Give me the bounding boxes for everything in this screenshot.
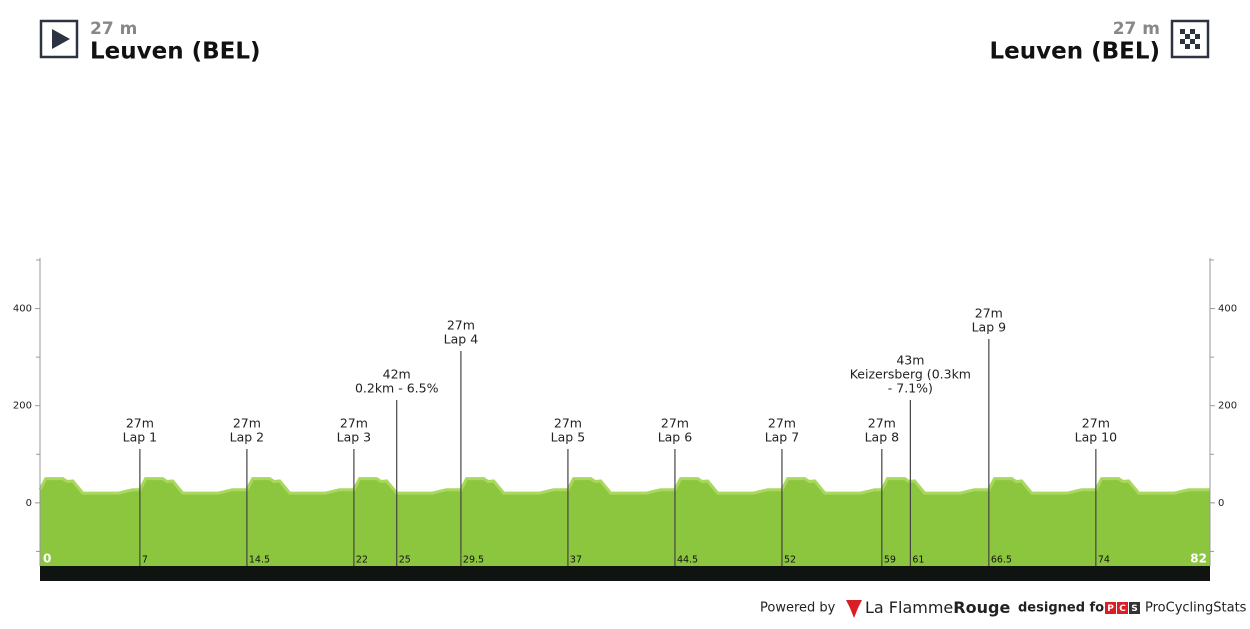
marker-label: 43m (896, 353, 924, 368)
pcs-box (1129, 602, 1140, 614)
flame-icon (846, 600, 862, 618)
km-label: 0 (43, 552, 51, 566)
marker-label: Lap 7 (765, 430, 800, 445)
start-icon (39, 19, 79, 59)
marker-label: 27m (233, 416, 261, 431)
marker-label: Lap 5 (551, 430, 586, 445)
checkered-flag (1180, 29, 1200, 49)
base-bar (40, 566, 1210, 581)
km-label: 25 (399, 555, 411, 566)
km-label: 7 (142, 555, 148, 566)
marker-label: 27m (447, 318, 475, 333)
km-label: 61 (912, 555, 924, 566)
km-label: 37 (570, 555, 582, 566)
y-tick-label: 0 (1218, 498, 1224, 509)
marker-label: 27m (1082, 416, 1110, 431)
marker-label: 0.2km - 6.5% (355, 381, 439, 396)
designed-for: designed for (1018, 601, 1111, 616)
brand: La FlammeRouge (865, 598, 1010, 617)
km-label: 66.5 (991, 555, 1012, 566)
finish-header: 27 m Leuven (BEL) (989, 19, 1210, 65)
y-tick-label: 0 (26, 498, 32, 509)
pcs-letter: P (1107, 604, 1114, 614)
profile-edge (38, 477, 1210, 495)
y-tick-label: 400 (1218, 304, 1237, 315)
marker-label: Lap 1 (123, 430, 158, 445)
marker-label: 27m (126, 416, 154, 431)
marker-label: Lap 9 (972, 320, 1007, 335)
marker-label: 42m (383, 367, 411, 382)
marker-label: Lap 4 (444, 332, 479, 347)
marker-label: 27m (340, 416, 368, 431)
powered-by: Powered by (760, 601, 836, 616)
marker-label: 27m (768, 416, 796, 431)
pcs-letter: C (1119, 604, 1126, 614)
km-label: 59 (884, 555, 896, 566)
site-name: ProCyclingStats (1145, 601, 1247, 616)
pcs-letter: S (1131, 604, 1137, 614)
pcs-box (1117, 602, 1128, 614)
brand-a: La Flamme (865, 598, 953, 617)
marker-label: Lap 6 (658, 430, 693, 445)
marker-label: Lap 3 (337, 430, 372, 445)
km-label: 29.5 (463, 555, 484, 566)
km-label: 14.5 (249, 555, 270, 566)
finish-place: Leuven (BEL) (989, 39, 1160, 65)
start-altitude: 27 m (90, 19, 137, 39)
km-label: 44.5 (677, 555, 698, 566)
marker-label: 27m (554, 416, 582, 431)
y-tick-label: 400 (13, 304, 32, 315)
km-label: 74 (1098, 555, 1110, 566)
marker-label: Lap 8 (865, 430, 900, 445)
footer: Powered by La FlammeRouge designed for P… (760, 598, 1247, 618)
start-arrow (52, 29, 70, 49)
marker-label: Keizersberg (0.3km (850, 367, 971, 382)
marker-label: Lap 10 (1075, 430, 1117, 445)
km-label: 52 (784, 555, 796, 566)
marker-label: - 7.1%) (888, 381, 933, 396)
start-header: 27 m Leuven (BEL) (39, 19, 261, 65)
pcs-box (1105, 602, 1116, 614)
brand-b: Rouge (953, 598, 1010, 617)
km-label: 82 (1190, 552, 1207, 566)
y-tick-label: 200 (1218, 401, 1237, 412)
start-place: Leuven (BEL) (90, 39, 261, 65)
marker-label: 27m (975, 306, 1003, 321)
profile-area (40, 478, 1210, 566)
y-tick-label: 200 (13, 401, 32, 412)
finish-altitude: 27 m (1113, 19, 1160, 39)
marker-label: 27m (661, 416, 689, 431)
km-label: 22 (356, 555, 368, 566)
marker-label: Lap 2 (230, 430, 265, 445)
marker-label: 27m (868, 416, 896, 431)
